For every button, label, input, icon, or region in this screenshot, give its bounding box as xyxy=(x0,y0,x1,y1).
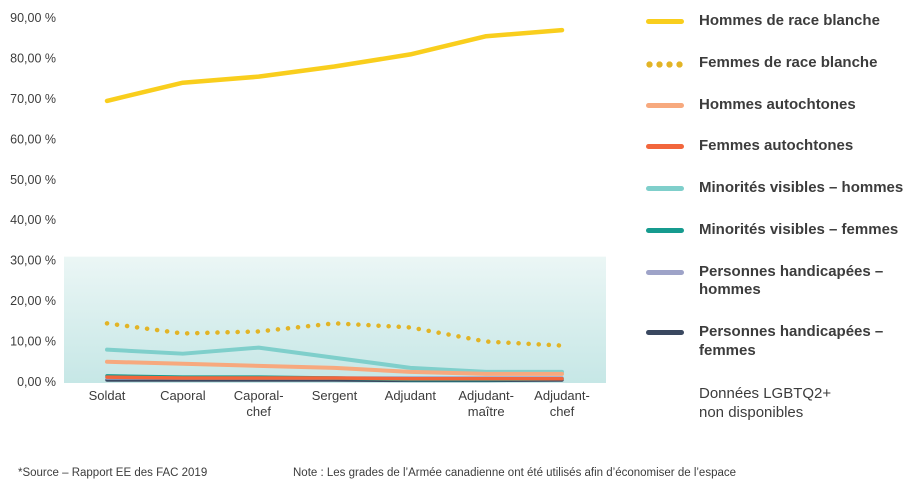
y-tick-label: 0,00 % xyxy=(17,375,56,389)
legend-label: Personnes handicapées – femmes xyxy=(699,323,884,359)
legend-swatch xyxy=(646,269,684,275)
y-tick-label: 30,00 % xyxy=(10,254,56,268)
y-tick-label: 40,00 % xyxy=(10,213,56,227)
y-tick-label: 90,00 % xyxy=(10,11,56,25)
legend-label: Personnes handicapées – hommes xyxy=(699,262,884,299)
series-line xyxy=(105,359,564,376)
y-tick-label: 80,00 % xyxy=(10,51,56,65)
y-tick-label: 10,00 % xyxy=(10,335,56,349)
series-line xyxy=(104,321,565,348)
legend-label: Femmes de race blanche xyxy=(699,53,878,71)
legend-swatch xyxy=(646,102,684,108)
legend-label: Hommes de race blanche xyxy=(699,12,880,29)
x-tick-label: Sergent xyxy=(312,388,358,403)
x-tick-label: Caporal-chef xyxy=(234,388,284,419)
legend-item: Femmes de race blanche xyxy=(646,54,923,73)
legend-label: Femmes autochtones xyxy=(699,137,854,155)
series-line xyxy=(104,27,565,104)
chart-legend: Hommes de race blanche Femmes de race bla… xyxy=(646,0,923,423)
legend-label: Minorités visibles – femmes xyxy=(699,220,899,238)
source-note: *Source – Rapport EE des FAC 2019 xyxy=(18,467,208,479)
y-tick-label: 70,00 % xyxy=(10,92,56,106)
legend-swatch xyxy=(646,330,684,335)
legend-swatch xyxy=(646,227,684,233)
series-line xyxy=(105,345,564,374)
legend-item: Hommes autochtones xyxy=(646,96,923,115)
legend-label: Minorités visibles – hommes xyxy=(699,179,904,196)
legend-swatch xyxy=(646,19,684,24)
legend-item: Minorités visibles – femmes xyxy=(646,221,923,240)
legend-swatch xyxy=(646,60,684,68)
line-chart: 90,00 % 80,00 % 70,00 % 60,00 % 50,00 % 40,00… xyxy=(10,11,606,419)
x-tick-label: Adjudant-maître xyxy=(458,388,514,419)
x-tick-label: Adjudant-chef xyxy=(534,388,590,419)
legend-item: Hommes de race blanche xyxy=(646,12,923,31)
legend-item: Minorités visibles – hommes xyxy=(646,179,923,198)
demographics-chart-page: 90,00 % 80,00 % 70,00 % 60,00 % 50,00 % 40,00… xyxy=(10,0,923,423)
legend-item: Femmes autochtones xyxy=(646,137,923,156)
legend-swatch xyxy=(646,144,684,150)
series-line xyxy=(105,375,564,381)
legend-label: Hommes autochtones xyxy=(699,95,856,113)
legend-swatch xyxy=(646,186,684,191)
ranks-note: Note : Les grades de l’Armée canadienne … xyxy=(293,467,737,479)
x-tick-label: Adjudant xyxy=(385,388,437,403)
x-tick-label: Soldat xyxy=(89,388,126,403)
legend-note-lgbtq: Données LGBTQ2+ non disponibles xyxy=(699,384,832,422)
y-tick-label: 50,00 % xyxy=(10,173,56,187)
y-tick-label: 60,00 % xyxy=(10,132,56,146)
chart-plot-area: 90,00 % 80,00 % 70,00 % 60,00 % 50,00 % 40,00… xyxy=(10,11,606,419)
legend-item: Personnes handicapées – femmes xyxy=(646,323,923,361)
x-tick-label: Caporal xyxy=(160,388,206,403)
y-tick-label: 20,00 % xyxy=(10,294,56,308)
legend-item: Personnes handicapées – hommes xyxy=(646,263,923,301)
